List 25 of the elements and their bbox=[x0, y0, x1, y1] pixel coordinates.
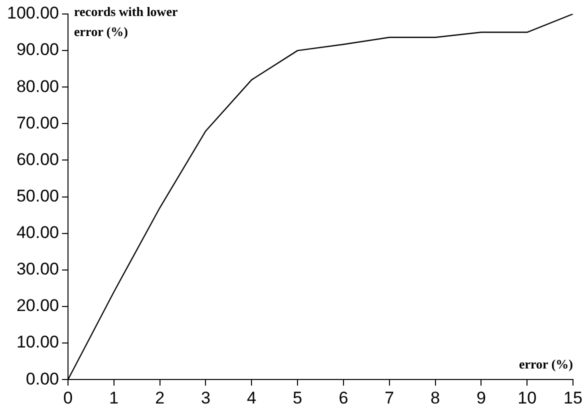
y-axis-title: records with lower error (%) bbox=[74, 4, 178, 39]
y-tick-label: 100.00 bbox=[6, 4, 59, 23]
y-tick-label: 90.00 bbox=[16, 40, 59, 60]
y-tick-label: 80.00 bbox=[16, 76, 59, 96]
x-tick-label: 4 bbox=[246, 388, 256, 408]
y-tick-label: 40.00 bbox=[16, 223, 59, 242]
x-tick-label: 8 bbox=[430, 388, 440, 408]
x-tick-label: 3 bbox=[200, 388, 210, 408]
y-tick-label: 30.00 bbox=[16, 260, 59, 279]
y-tick-label: 60.00 bbox=[16, 150, 59, 169]
x-tick-label: 1 bbox=[109, 388, 119, 408]
x-tick-label: 5 bbox=[292, 388, 302, 408]
y-tick-label: 20.00 bbox=[16, 296, 59, 316]
x-tick-label: 6 bbox=[338, 388, 348, 408]
x-tick-label: 2 bbox=[155, 388, 165, 408]
y-tick-label: 0.00 bbox=[26, 369, 59, 388]
y-tick-label: 50.00 bbox=[16, 186, 59, 206]
x-axis-title: error (%) bbox=[518, 356, 573, 372]
y-tick-label: 10.00 bbox=[16, 332, 59, 352]
x-tick-label: 9 bbox=[476, 388, 486, 408]
x-tick-label: 15 bbox=[564, 388, 582, 408]
y-tick-label: 70.00 bbox=[16, 113, 59, 132]
x-tick-label: 10 bbox=[518, 388, 537, 408]
x-tick-label: 7 bbox=[384, 388, 394, 408]
x-tick-label: 0 bbox=[63, 388, 73, 408]
